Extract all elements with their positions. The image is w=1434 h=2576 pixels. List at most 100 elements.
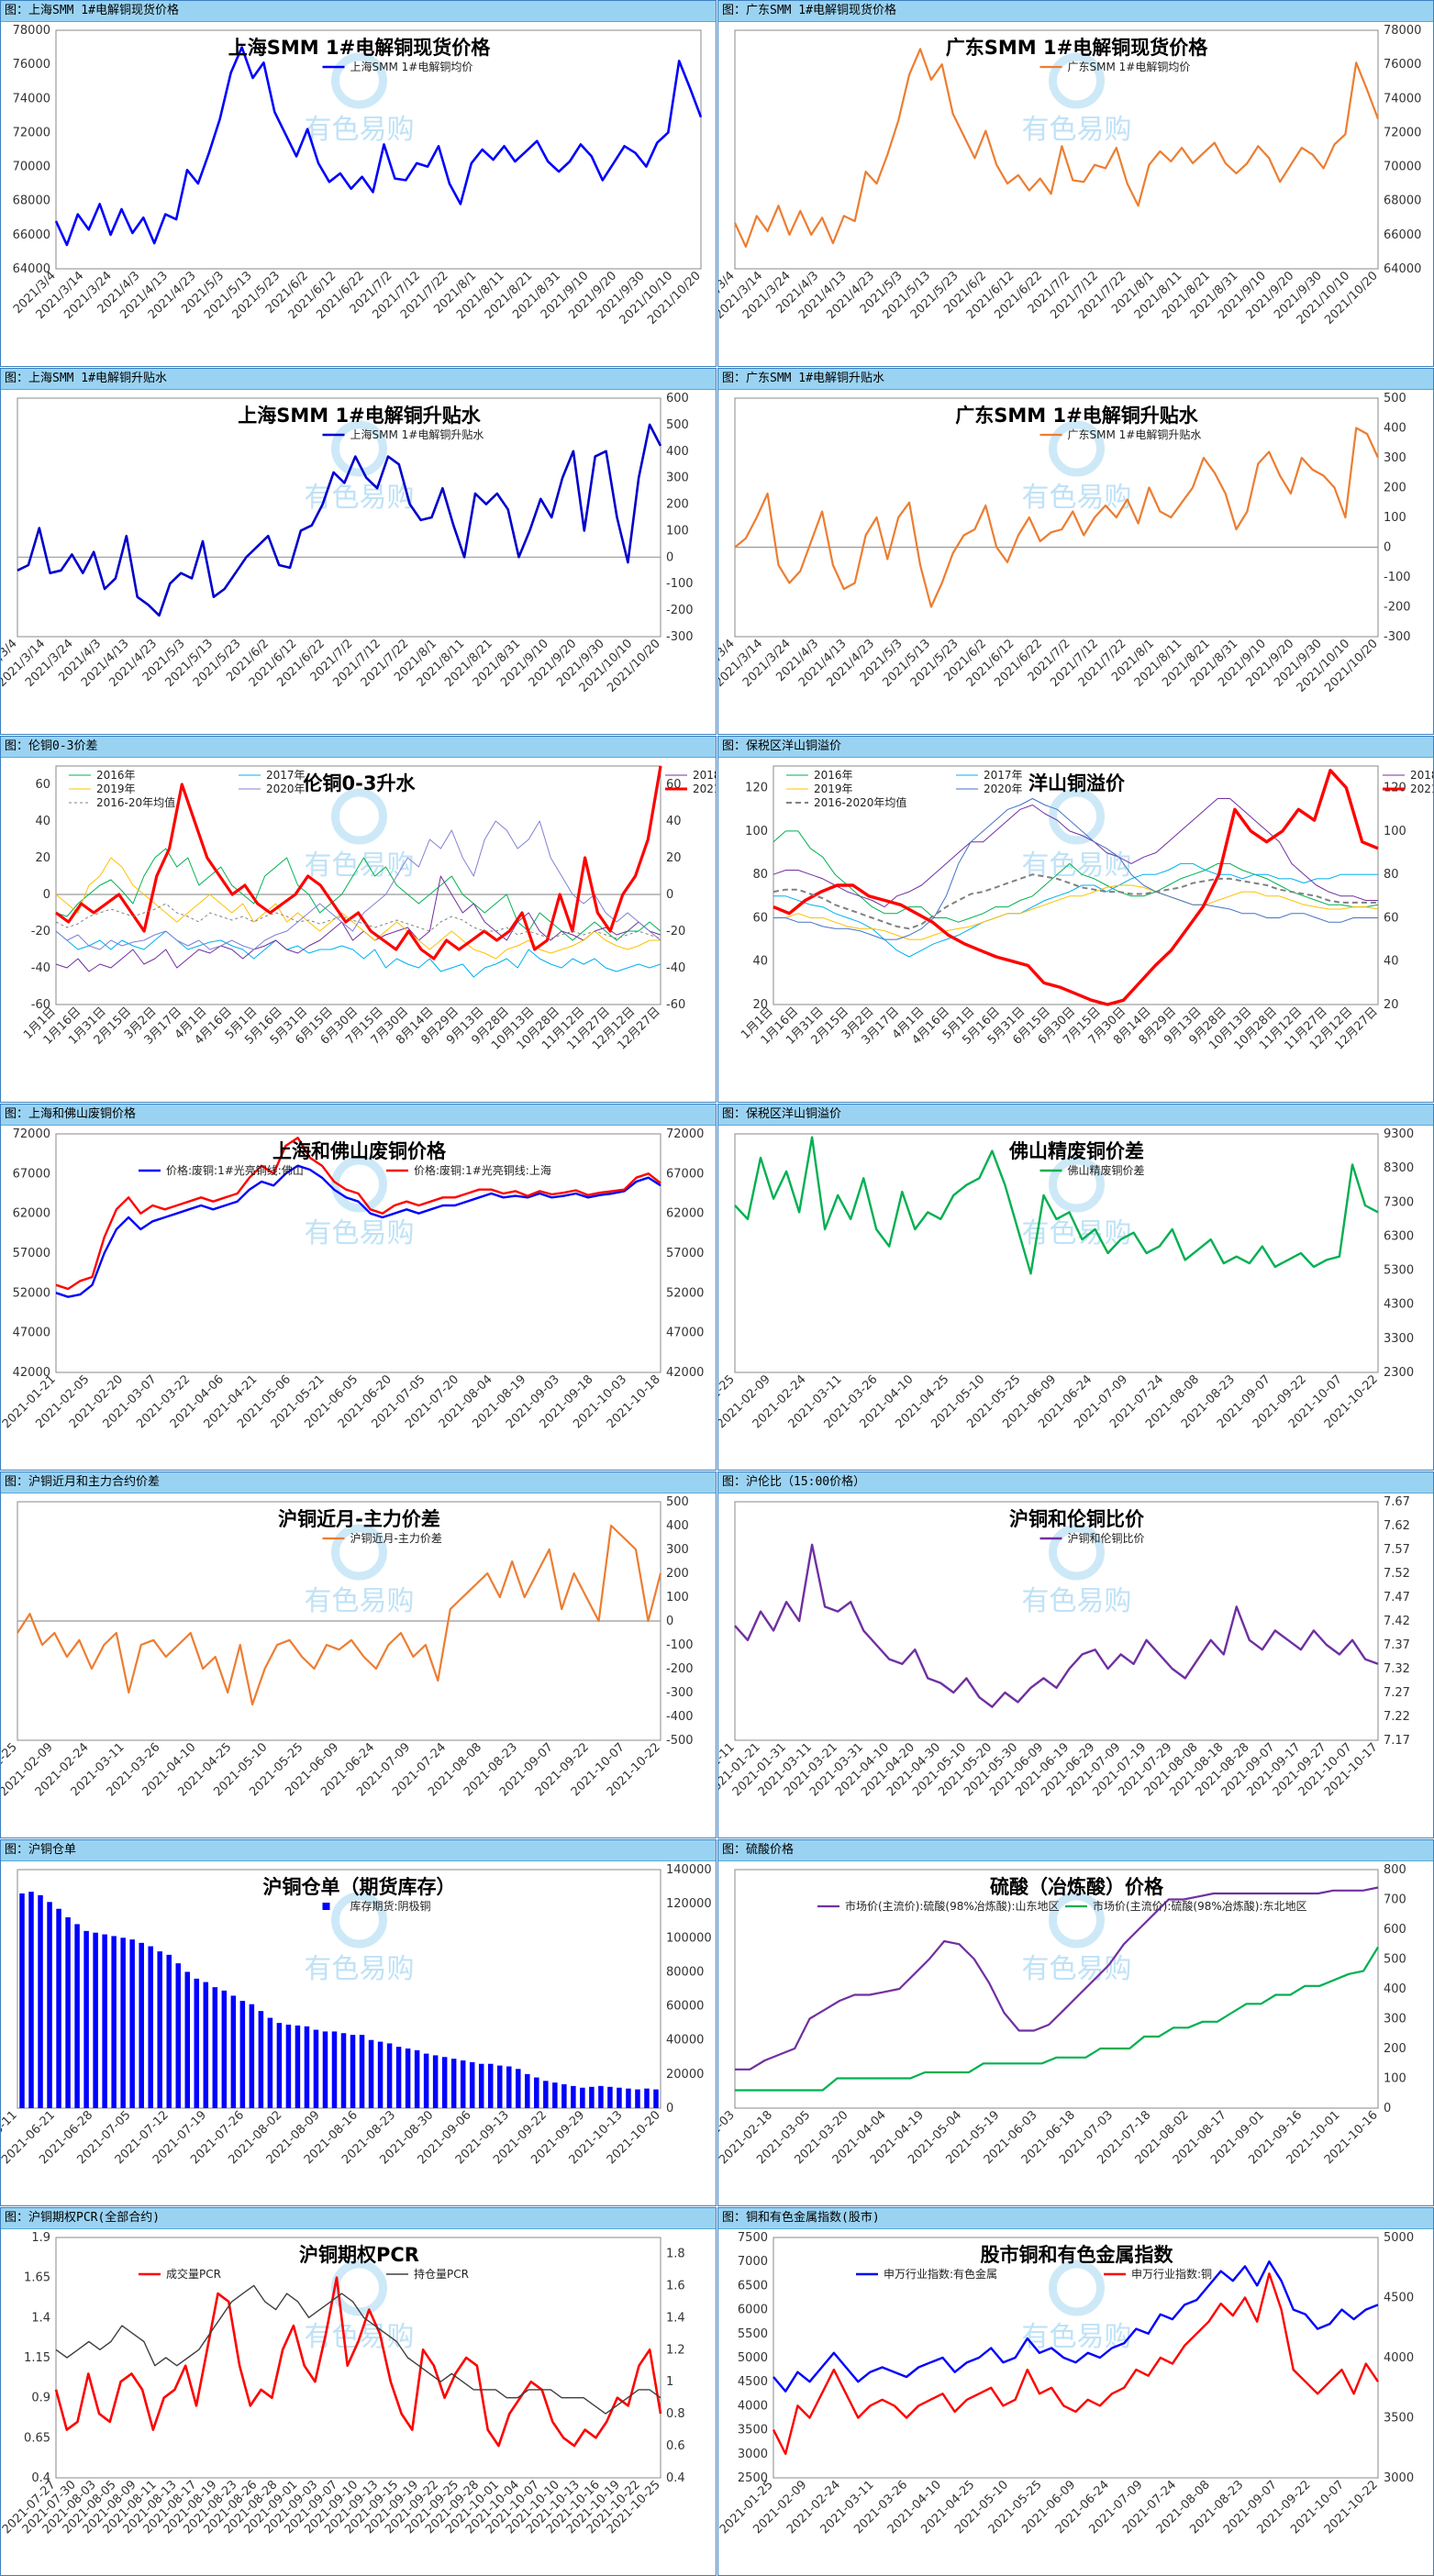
y-tick-label-right: 40000: [666, 2034, 704, 2048]
chart-title: 股市铜和有色金属指数: [981, 2244, 1174, 2266]
legend-item: 市场价(主流价):硫酸(98%冶炼酸):山东地区: [817, 1899, 1060, 1913]
y-tick-label-left: 1.65: [24, 2271, 50, 2285]
legend-item: 2021年: [665, 783, 716, 795]
plot-frame: [55, 29, 702, 270]
bar: [653, 2089, 659, 2108]
bar: [598, 2085, 604, 2108]
chart-title: 洋山铜溢价: [1028, 772, 1126, 794]
chart-title: 沪铜近月-主力价差: [278, 1508, 440, 1530]
legend-label: 价格:废铜:1#光亮铜线:佛山: [166, 1163, 304, 1177]
bar: [38, 1894, 43, 2108]
chart-sulfuric-acid-price: 有色易购01002003004005006007008002021-02-032…: [718, 1863, 1406, 2167]
y-tick-label-right: 120000: [666, 1897, 712, 1911]
legend-label: 申万行业指数:铜: [1131, 2267, 1212, 2281]
legend-label: 2016年: [96, 769, 136, 782]
y-tick-label-right: 6300: [1384, 1229, 1414, 1243]
chart-guangdong-smm-premium: 有色易购-300-200-10001002003004005002021/3/4…: [718, 392, 1411, 695]
watermark-logo-ring: [331, 1892, 387, 1949]
y-tick-label-left: 57000: [13, 1247, 50, 1260]
y-tick-label-right: 20: [1384, 998, 1399, 1012]
plot-frame: [773, 765, 1379, 1005]
bar: [148, 1946, 153, 2108]
watermark-logo: 有色易购: [1022, 788, 1132, 882]
panel-shanghai-smm-premium: 图：上海SMM 1#电解铜升贴水 有色易购 -300 -200 -100 0 100 200…: [0, 368, 717, 735]
y-tick-label-right: 76000: [1384, 58, 1421, 72]
bar: [617, 2087, 622, 2108]
legend-label: 2017年: [984, 769, 1023, 782]
panel-header: 图：伦铜0-3价差: [1, 737, 716, 758]
y-tick-label-right: 100000: [666, 1931, 712, 1945]
y-tick-label-left: 6500: [738, 2279, 768, 2293]
y-tick-label-right: 72000: [1384, 126, 1421, 139]
y-tick-label-left: 100: [745, 825, 768, 838]
watermark-text: 有色易购: [305, 1217, 415, 1249]
y-tick-label-right: 1.8: [666, 2247, 685, 2260]
watermark-logo-ring: [1049, 788, 1105, 845]
chart-title: 沪铜期权PCR: [299, 2244, 419, 2266]
watermark-logo: 有色易购: [305, 420, 415, 514]
y-tick-label-left: 5500: [738, 2327, 768, 2341]
bar: [175, 1963, 182, 2108]
y-tick-label-left: 1.15: [24, 2351, 50, 2365]
y-tick-label-left: 40: [35, 815, 50, 828]
bar: [506, 2066, 512, 2108]
series-line-1: [55, 930, 661, 978]
y-tick-label-right: 400: [1384, 422, 1406, 436]
bar: [395, 2047, 402, 2108]
y-tick-label-right: 74000: [1384, 92, 1421, 105]
bar: [487, 2063, 494, 2108]
watermark-text: 有色易购: [1022, 2321, 1132, 2353]
bar: [285, 2025, 292, 2108]
bar: [432, 2055, 439, 2108]
bar: [111, 1936, 117, 2108]
watermark-logo-ring: [331, 52, 387, 109]
bar: [258, 2011, 264, 2108]
plot-frame: [773, 2237, 1379, 2479]
y-tick-label-right: 20: [666, 851, 682, 865]
legend-label: 申万行业指数:有色金属: [884, 2267, 997, 2281]
bar: [322, 2031, 328, 2108]
bar: [450, 2059, 457, 2108]
bar: [157, 1951, 162, 2108]
legend-label: 2019年: [96, 783, 136, 795]
y-tick-label-right: 78000: [1384, 24, 1421, 38]
y-tick-label-left: 20: [752, 998, 768, 1012]
y-tick-label-right: 40: [666, 815, 682, 828]
y-tick-label-right: 500: [1384, 392, 1406, 405]
y-tick-label-left: 0.9: [31, 2392, 50, 2405]
legend-item: 2017年: [239, 769, 306, 782]
series-line-4: [55, 820, 661, 950]
watermark-logo-ring: [1049, 420, 1105, 477]
series-line-0: [55, 848, 661, 941]
legend-label: 2016-20年均值: [96, 795, 175, 809]
y-tick-label-right: 7.37: [1384, 1638, 1410, 1652]
y-tick-label-left: 52000: [13, 1286, 50, 1300]
bar: [93, 1932, 98, 2108]
y-tick-label-right: 40: [1384, 955, 1399, 969]
y-tick-label-left: 60: [752, 911, 768, 925]
legend-label: 广东SMM 1#电解铜升贴水: [1068, 427, 1202, 441]
panel-options-pcr: 图：沪铜期权PCR(全部合约) 有色易购 0.4 0.65 0.9 1.15 1.4 1.6…: [0, 2207, 717, 2576]
legend-label: 2020年: [984, 783, 1023, 795]
legend-item: 2020年: [956, 783, 1023, 795]
bar: [65, 1917, 71, 2108]
bar: [460, 2060, 466, 2108]
y-tick-label-left: 0.65: [24, 2431, 50, 2445]
series-line-2: [55, 875, 661, 972]
y-tick-label-right: -300: [1384, 630, 1411, 644]
watermark-text: 有色易购: [1022, 114, 1132, 146]
y-tick-label-left: 74000: [13, 92, 50, 105]
bar: [350, 2035, 356, 2108]
series-line-0: [55, 1164, 661, 1298]
legend-label: 2018年: [1410, 769, 1434, 782]
legend-label: 2020年: [266, 783, 306, 795]
y-tick-label-right: -200: [1384, 601, 1411, 615]
plot-frame: [55, 1133, 661, 1373]
legend-item: 价格:废铜:1#光亮铜线:上海: [386, 1163, 551, 1177]
chart-title: 伦铜0-3升水: [304, 772, 417, 794]
y-tick-label-left: 20: [35, 851, 50, 865]
y-tick-label-right: 400: [1384, 1982, 1406, 1996]
panel-guangdong-smm-price: 图：广东SMM 1#电解铜现货价格 有色易购 64000 66000 68000 700…: [717, 0, 1434, 367]
legend-item: 2016年: [786, 769, 853, 782]
y-tick-label-right: 500: [1384, 1953, 1406, 1967]
